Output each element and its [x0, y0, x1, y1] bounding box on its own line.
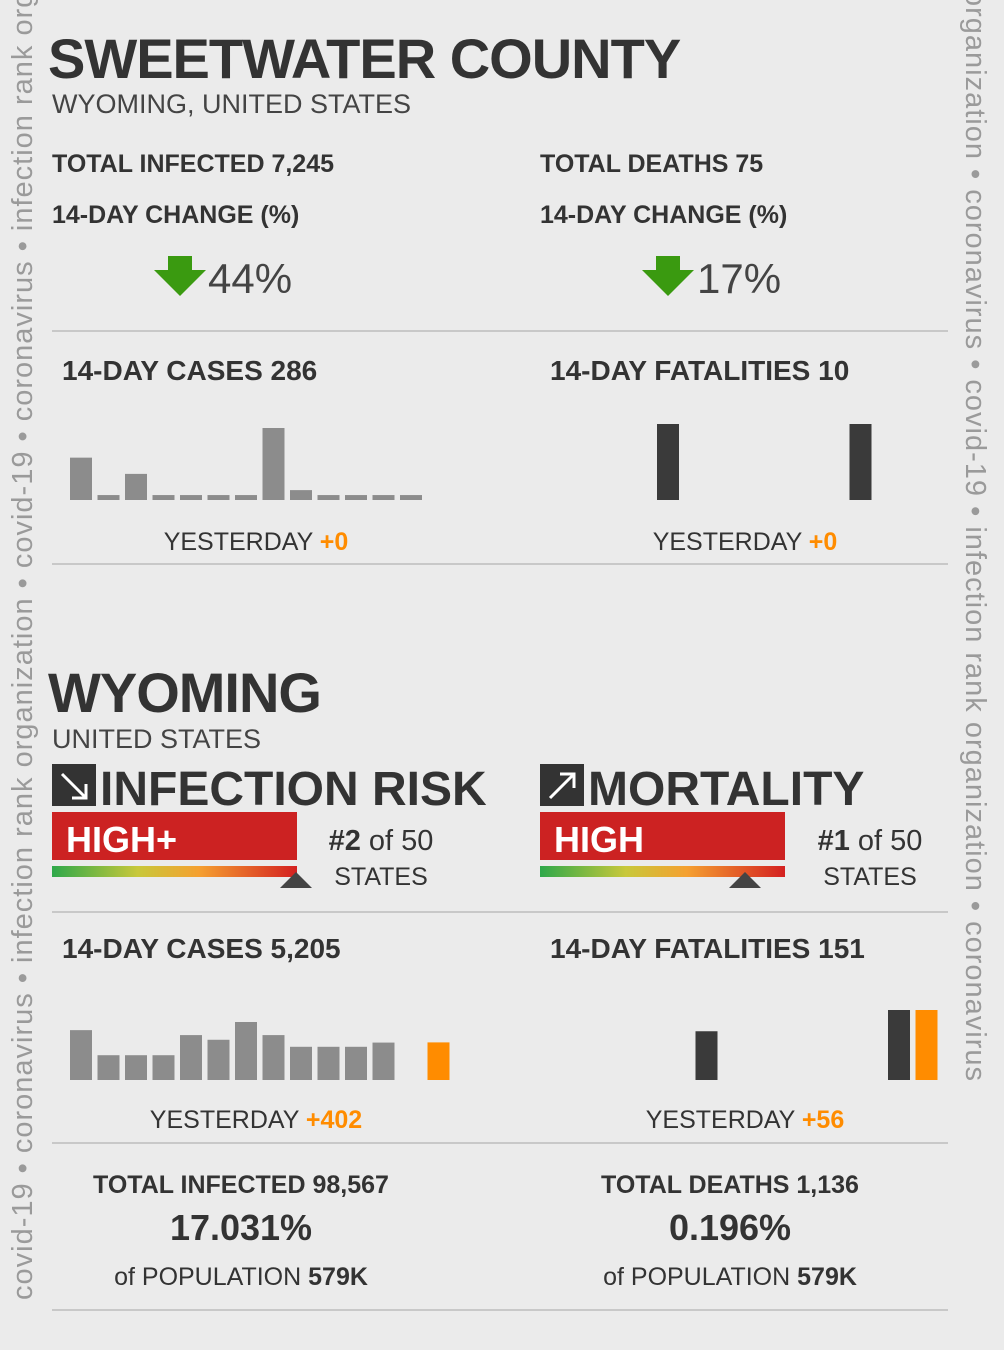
mortality-level-box — [540, 812, 785, 860]
rank-number: #2 — [329, 825, 361, 857]
mortality-gradient — [540, 866, 785, 877]
rank-number: #1 — [818, 825, 850, 857]
county-name: SWEETWATER COUNTY — [48, 27, 681, 90]
population-value: 579K — [797, 1263, 857, 1291]
bar — [657, 424, 679, 500]
risk-arrow — [60, 772, 88, 800]
bar — [207, 495, 230, 500]
bar — [317, 495, 340, 500]
fatalities-chart — [695, 1010, 938, 1080]
bar — [317, 1046, 340, 1080]
rank-of: of 50 — [369, 825, 434, 857]
mortality-level: HIGH — [554, 819, 644, 860]
bar — [262, 428, 285, 500]
yesterday-label: YESTERDAY — [653, 528, 803, 556]
yesterday: YESTERDAY +56 — [646, 1106, 845, 1134]
yesterday: YESTERDAY +0 — [164, 528, 349, 556]
yesterday-label: YESTERDAY — [164, 528, 314, 556]
bar — [125, 1055, 147, 1080]
bar — [695, 1031, 718, 1080]
population-label: of POPULATION — [603, 1263, 790, 1291]
bar — [235, 495, 257, 500]
bar — [180, 1035, 202, 1080]
rank: #2 of 50 — [329, 825, 434, 857]
bar — [235, 1022, 257, 1080]
deaths-percent: 0.196% — [669, 1207, 791, 1248]
bar — [70, 1030, 92, 1080]
bar — [97, 495, 120, 500]
side-text: covid-19 • coronavirus • infection rank … — [7, 0, 39, 1300]
bar — [372, 1042, 395, 1080]
population-label: of POPULATION — [114, 1263, 301, 1291]
bar — [125, 473, 147, 500]
fatalities-chart — [657, 424, 872, 500]
bar — [400, 495, 422, 500]
state-region: UNITED STATES — [52, 724, 261, 754]
risk-title: INFECTION RISK — [100, 763, 487, 816]
yesterday-value: +56 — [802, 1106, 844, 1134]
population: of POPULATION 579K — [603, 1263, 857, 1291]
yesterday-label: YESTERDAY — [646, 1106, 796, 1134]
yesterday: YESTERDAY +402 — [150, 1106, 362, 1134]
bar — [888, 1010, 910, 1080]
bar — [290, 1046, 312, 1080]
state-name: WYOMING — [48, 661, 321, 724]
bar — [290, 490, 312, 500]
risk-gradient — [52, 866, 297, 877]
mortality-marker — [729, 872, 761, 888]
risk-level-box — [52, 812, 297, 860]
bar — [345, 495, 367, 500]
total-deaths: TOTAL DEATHS 75 — [540, 150, 763, 178]
mortality-arrow — [548, 772, 576, 800]
population-value: 579K — [308, 1263, 368, 1291]
cases-title: 14-DAY CASES 5,205 — [62, 933, 341, 964]
change-label: 14-DAY CHANGE (%) — [52, 201, 299, 229]
cases-title: 14-DAY CASES 286 — [62, 355, 317, 386]
bar — [262, 1035, 285, 1080]
yesterday: YESTERDAY +0 — [653, 528, 838, 556]
down-arrow — [154, 256, 206, 296]
bar — [849, 424, 872, 500]
yesterday-value: +0 — [320, 528, 349, 556]
bar — [915, 1010, 938, 1080]
bar — [180, 495, 202, 500]
mortality-title: MORTALITY — [588, 763, 864, 816]
cases-chart — [70, 1022, 450, 1080]
population: of POPULATION 579K — [114, 1263, 368, 1291]
bar — [97, 1055, 120, 1080]
fatalities-title: 14-DAY FATALITIES 10 — [550, 355, 849, 386]
bar — [70, 457, 92, 500]
yesterday-value: +0 — [809, 528, 838, 556]
rank-unit: STATES — [823, 863, 917, 891]
county-region: WYOMING, UNITED STATES — [52, 89, 411, 119]
cases-chart — [70, 428, 422, 500]
infected-percent: 17.031% — [170, 1207, 312, 1248]
rank: #1 of 50 — [818, 825, 923, 857]
bar — [152, 495, 175, 500]
bar — [345, 1046, 367, 1080]
total-infected: TOTAL INFECTED 98,567 — [93, 1171, 389, 1199]
infected-change: 44% — [208, 255, 292, 302]
total-infected: TOTAL INFECTED 7,245 — [52, 150, 334, 178]
bar — [207, 1039, 230, 1080]
bar — [427, 1042, 450, 1080]
risk-marker — [280, 872, 312, 888]
bar — [372, 495, 395, 500]
risk-level: HIGH+ — [66, 819, 177, 860]
yesterday-value: +402 — [306, 1106, 362, 1134]
change-label: 14-DAY CHANGE (%) — [540, 201, 787, 229]
rank-of: of 50 — [858, 825, 923, 857]
side-text: organization • coronavirus • covid-19 • … — [959, 0, 991, 1082]
fatalities-title: 14-DAY FATALITIES 151 — [550, 933, 865, 964]
total-deaths: TOTAL DEATHS 1,136 — [601, 1171, 859, 1199]
yesterday-label: YESTERDAY — [150, 1106, 300, 1134]
down-arrow — [642, 256, 694, 296]
bar — [152, 1055, 175, 1080]
rank-unit: STATES — [334, 863, 428, 891]
deaths-change: 17% — [697, 255, 781, 302]
